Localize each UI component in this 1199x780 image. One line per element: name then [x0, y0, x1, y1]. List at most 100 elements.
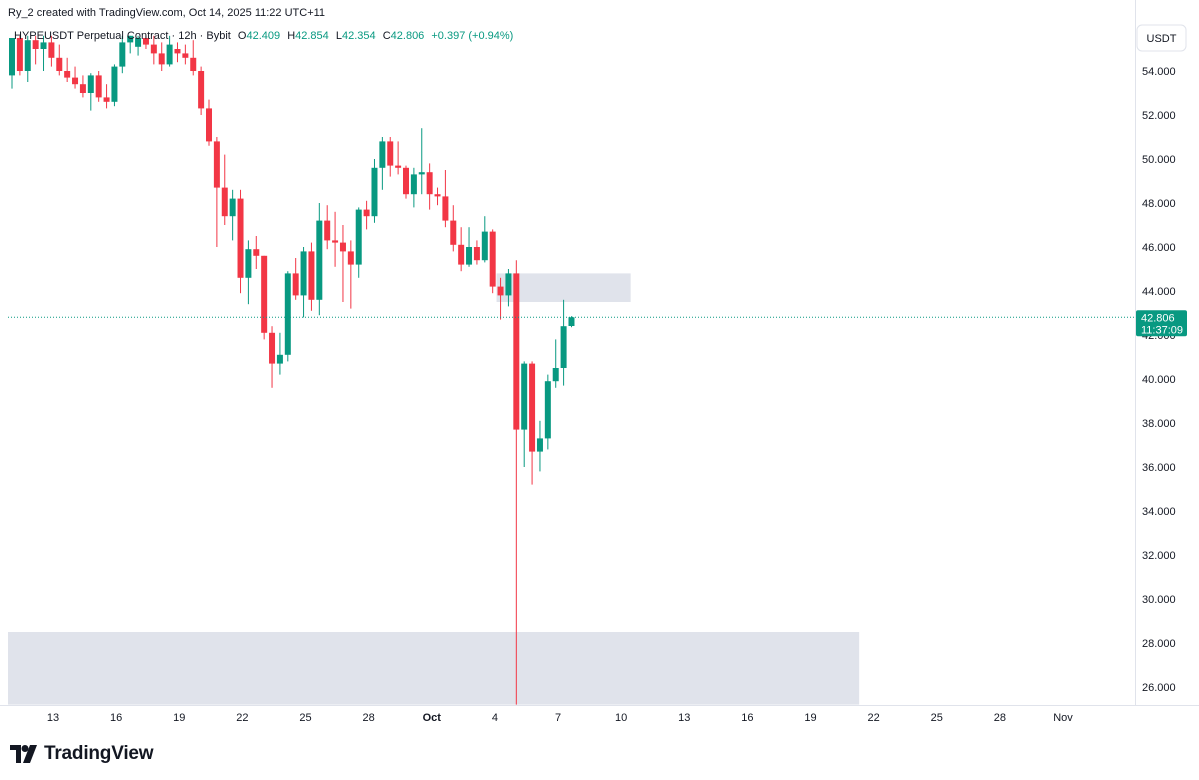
- candle[interactable]: [363, 200, 370, 230]
- candle[interactable]: [332, 211, 339, 267]
- candle-body: [347, 251, 354, 265]
- candle[interactable]: [9, 38, 15, 89]
- candle[interactable]: [56, 44, 63, 76]
- candle[interactable]: [395, 141, 402, 175]
- candle[interactable]: [466, 227, 473, 267]
- time-tick-label: 10: [615, 712, 627, 724]
- candle[interactable]: [190, 40, 197, 76]
- candle[interactable]: [339, 225, 346, 302]
- candle[interactable]: [237, 189, 244, 294]
- candle[interactable]: [16, 35, 23, 76]
- candle[interactable]: [560, 299, 567, 386]
- candle[interactable]: [142, 35, 149, 49]
- candle[interactable]: [458, 227, 465, 272]
- candle[interactable]: [371, 159, 378, 223]
- candle[interactable]: [324, 205, 331, 250]
- candle[interactable]: [253, 236, 260, 269]
- time-tick-label: 16: [110, 712, 122, 724]
- candle[interactable]: [544, 374, 551, 450]
- candle-body: [434, 194, 441, 197]
- candle[interactable]: [379, 137, 386, 190]
- candle[interactable]: [135, 35, 142, 56]
- candle[interactable]: [418, 128, 425, 195]
- zone-1[interactable]: [8, 632, 860, 705]
- candle[interactable]: [127, 35, 134, 54]
- candle[interactable]: [40, 35, 47, 71]
- candle[interactable]: [403, 165, 409, 199]
- candle-body: [142, 38, 149, 45]
- price-tick-label: 54.000: [1142, 66, 1176, 78]
- candle[interactable]: [442, 170, 449, 228]
- tradingview-brand[interactable]: TradingView: [10, 743, 154, 765]
- candle[interactable]: [284, 271, 291, 362]
- candle[interactable]: [72, 66, 79, 89]
- candle[interactable]: [174, 42, 181, 63]
- price-axis[interactable]: 54.00052.00050.00048.00046.00044.00042.0…: [1142, 66, 1176, 694]
- candle[interactable]: [347, 240, 354, 309]
- candle[interactable]: [568, 316, 575, 328]
- candle-body: [158, 53, 165, 65]
- time-axis[interactable]: 13 16 19 22 25 28 Oct 4 7 10 13 16 19 22 25 28 Nov: [47, 712, 1073, 724]
- currency-button-label[interactable]: USDT: [1147, 33, 1177, 45]
- candle-body: [536, 438, 543, 452]
- candle[interactable]: [513, 260, 520, 705]
- candle[interactable]: [198, 66, 205, 115]
- candle[interactable]: [387, 137, 394, 177]
- candle[interactable]: [450, 205, 457, 252]
- candle[interactable]: [529, 361, 536, 485]
- currency-button[interactable]: USDT: [1136, 24, 1187, 52]
- candle[interactable]: [213, 137, 220, 247]
- candle[interactable]: [182, 44, 189, 65]
- candle[interactable]: [261, 255, 268, 340]
- candle[interactable]: [355, 207, 362, 278]
- candle[interactable]: [166, 35, 173, 67]
- candle-body: [308, 251, 315, 300]
- candle-body: [332, 240, 339, 243]
- candle-body: [40, 42, 47, 49]
- candle[interactable]: [536, 420, 543, 472]
- candle[interactable]: [497, 277, 504, 320]
- candle[interactable]: [505, 269, 512, 307]
- candle[interactable]: [24, 35, 31, 82]
- candle[interactable]: [64, 57, 71, 82]
- candle[interactable]: [292, 258, 299, 300]
- candle[interactable]: [269, 326, 276, 388]
- candle[interactable]: [426, 163, 433, 210]
- time-tick-label: 13: [678, 712, 690, 724]
- candle[interactable]: [111, 64, 118, 107]
- candle[interactable]: [245, 240, 252, 305]
- candle[interactable]: [158, 42, 165, 71]
- candle[interactable]: [434, 187, 441, 206]
- candle[interactable]: [206, 99, 212, 146]
- candle[interactable]: [481, 216, 488, 263]
- candle[interactable]: [316, 203, 323, 316]
- candle[interactable]: [300, 247, 307, 318]
- candle[interactable]: [119, 35, 126, 74]
- last-price-tag: 42.806 11:37:09: [1136, 310, 1187, 337]
- candle[interactable]: [103, 84, 110, 109]
- candle[interactable]: [87, 73, 94, 111]
- candle[interactable]: [48, 35, 55, 67]
- candle[interactable]: [489, 229, 496, 294]
- candle-body: [56, 57, 63, 71]
- price-tick-label: 30.000: [1142, 594, 1176, 606]
- currency-button-bg[interactable]: [1136, 24, 1187, 52]
- symbol-label[interactable]: HYPEUSDT Perpetual Contract · 12h · Bybi…: [14, 30, 231, 42]
- candle[interactable]: [521, 361, 528, 467]
- candle[interactable]: [276, 332, 283, 375]
- candle-body: [237, 198, 244, 278]
- candle[interactable]: [308, 242, 315, 311]
- candle-body: [103, 97, 110, 102]
- candle[interactable]: [79, 75, 86, 98]
- candle-body: [9, 38, 15, 76]
- candle[interactable]: [552, 339, 559, 388]
- price-tick-label: 50.000: [1142, 154, 1176, 166]
- candle[interactable]: [221, 154, 228, 225]
- candle[interactable]: [229, 189, 236, 241]
- candle[interactable]: [150, 35, 157, 65]
- candle[interactable]: [95, 71, 102, 102]
- candle[interactable]: [473, 240, 480, 265]
- candle[interactable]: [410, 167, 417, 208]
- candle[interactable]: [32, 35, 39, 65]
